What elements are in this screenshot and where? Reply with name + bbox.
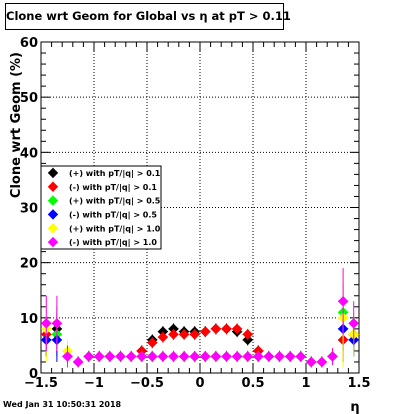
legend-entry: (-) with pT/|q| > 0.5 — [69, 210, 157, 219]
x-tick-label: 0 — [195, 376, 204, 391]
x-tick-label: 1 — [301, 376, 310, 391]
series-5 — [40, 268, 360, 368]
x-axis-title: η — [350, 400, 359, 414]
data-point — [189, 351, 201, 362]
legend-entry: (+) with pT/|q| > 0.1 — [69, 169, 161, 178]
data-point — [157, 351, 169, 362]
data-layer — [40, 268, 360, 368]
legend-entry: (+) with pT/|q| > 1.0 — [69, 224, 161, 233]
data-point — [295, 351, 307, 362]
data-point — [263, 351, 275, 362]
data-point — [168, 329, 179, 340]
data-point — [199, 326, 211, 337]
data-point — [189, 329, 201, 340]
x-tick-label: 1.5 — [347, 376, 370, 391]
data-point — [178, 351, 190, 362]
y-tick-label: 10 — [20, 312, 38, 327]
data-point — [305, 356, 317, 368]
y-tick-label: 60 — [20, 36, 38, 51]
data-point — [210, 351, 222, 362]
data-point — [104, 351, 116, 362]
data-point — [157, 331, 169, 343]
legend-marker — [47, 223, 59, 234]
y-tick-label: 50 — [20, 91, 38, 106]
y-tick-label: 30 — [20, 202, 38, 217]
data-point — [252, 351, 264, 362]
data-point — [40, 317, 52, 329]
data-point — [72, 356, 84, 368]
legend-marker — [47, 236, 59, 248]
data-point — [242, 351, 254, 362]
legend-marker — [47, 195, 59, 206]
x-tick-label: −1 — [84, 376, 104, 391]
x-tick-label: −1.5 — [24, 376, 58, 391]
chart-title: Clone wrt Geom for Global vs η at pT > 0… — [5, 3, 291, 30]
data-point — [337, 295, 349, 307]
y-tick-label: 40 — [20, 146, 38, 161]
data-point — [115, 351, 126, 362]
data-point — [168, 351, 179, 362]
data-point — [178, 329, 190, 340]
data-point — [136, 351, 148, 362]
data-point — [93, 351, 105, 362]
data-point — [221, 351, 232, 362]
data-point — [51, 317, 63, 329]
y-tick-label: 0 — [29, 367, 38, 382]
x-tick-label: −0.5 — [130, 376, 164, 391]
data-point — [62, 351, 73, 362]
legend-marker — [47, 181, 59, 192]
data-point — [146, 351, 158, 362]
legend-entry: (+) with pT/|q| > 0.5 — [69, 197, 161, 206]
footer-timestamp: Wed Jan 31 10:50:31 2018 — [3, 400, 122, 409]
y-axis-title: Clone wrt Geom (%) — [9, 52, 24, 198]
legend-marker — [47, 209, 59, 220]
data-point — [274, 351, 285, 362]
data-point — [125, 351, 137, 362]
data-point — [348, 317, 360, 329]
y-tick-label: 20 — [20, 257, 38, 272]
data-point — [221, 323, 232, 335]
legend-entry: (-) with pT/|q| > 0.1 — [69, 183, 157, 192]
data-point — [327, 351, 338, 362]
data-point — [231, 323, 243, 335]
data-point — [316, 356, 328, 368]
axes-layer: −1.5 −1 −0.5 0 0.5 1 1.5 0 10 20 30 40 50 60 η Clone wr… — [9, 36, 371, 414]
data-point — [210, 323, 222, 335]
data-point — [231, 351, 243, 362]
legend-entry: (-) with pT/|q| > 1.0 — [69, 238, 157, 247]
legend-layer: (+) with pT/|q| > 0.1 (-) with pT/|q| > 0… — [40, 165, 162, 250]
data-point — [242, 329, 254, 340]
data-point — [199, 351, 211, 362]
legend-marker — [47, 167, 59, 179]
data-point — [284, 351, 296, 362]
x-tick-label: 0.5 — [241, 376, 264, 391]
legend-box — [40, 165, 162, 250]
data-point — [83, 351, 95, 362]
data-point — [146, 337, 158, 349]
